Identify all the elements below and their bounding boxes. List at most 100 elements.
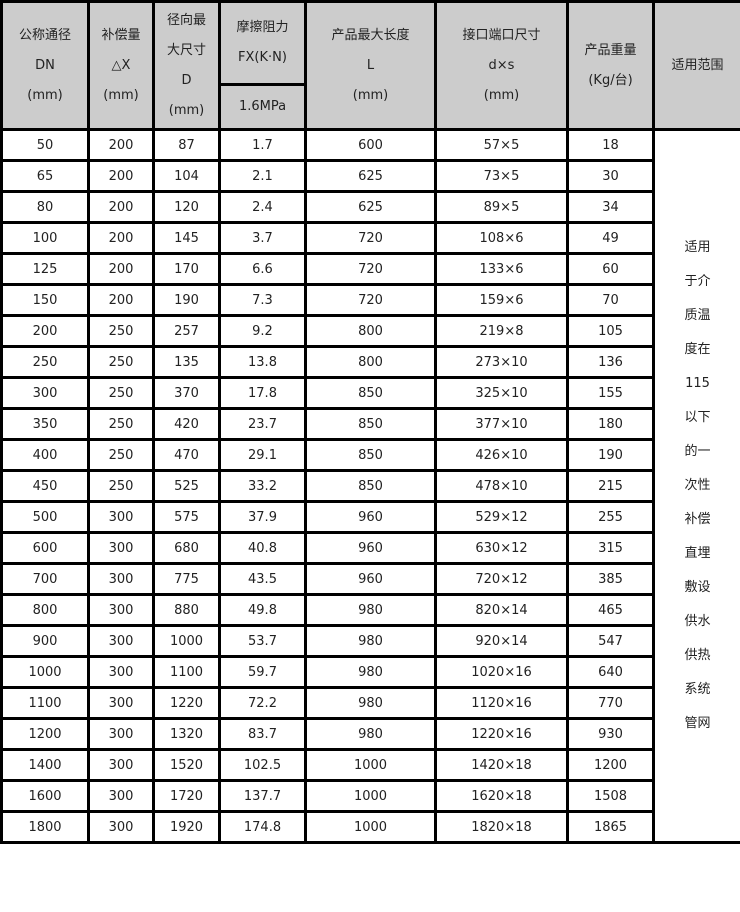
scope-line: 敷设 [684,580,711,595]
cell-friction: 9.2 [218,314,307,348]
cell-dn: 1800 [0,810,90,844]
cell-compensation: 300 [87,686,155,720]
cell-port-size: 57×5 [434,128,569,162]
cell-friction: 102.5 [218,748,307,782]
cell-weight: 1200 [566,748,655,782]
cell-compensation: 250 [87,376,155,410]
cell-dn: 300 [0,376,90,410]
header-compensation: 补偿量 △X (mm) [87,0,155,131]
cell-max-length: 980 [304,655,437,689]
cell-weight: 70 [566,283,655,317]
header-friction: 摩擦阻力 FX(K·N) [218,0,307,86]
cell-weight: 34 [566,190,655,224]
cell-dn: 150 [0,283,90,317]
cell-dn: 800 [0,593,90,627]
cell-dn: 100 [0,221,90,255]
table-row: 1200 300 1320 83.7 980 1220×16 930 [0,717,740,751]
header-max-length: 产品最大长度 L (mm) [304,0,437,131]
cell-dn: 250 [0,345,90,379]
cell-radial-size: 775 [152,562,221,596]
scope-line: 于介 [684,274,711,289]
cell-max-length: 850 [304,469,437,503]
table-row: 80 200 120 2.4 625 89×5 34 [0,190,740,224]
header-line: 摩擦阻力 [236,20,289,35]
cell-friction: 13.8 [218,345,307,379]
cell-dn: 125 [0,252,90,286]
cell-compensation: 250 [87,314,155,348]
cell-max-length: 980 [304,717,437,751]
cell-max-length: 850 [304,407,437,441]
cell-max-length: 980 [304,624,437,658]
cell-compensation: 200 [87,221,155,255]
header-line: DN [35,57,55,73]
scope-line: 次性 [684,478,711,493]
cell-radial-size: 1220 [152,686,221,720]
cell-dn: 700 [0,562,90,596]
cell-weight: 1865 [566,810,655,844]
header-line: (mm) [103,87,139,103]
cell-port-size: 159×6 [434,283,569,317]
cell-radial-size: 575 [152,500,221,534]
cell-weight: 180 [566,407,655,441]
cell-dn: 500 [0,500,90,534]
cell-max-length: 980 [304,686,437,720]
cell-port-size: 73×5 [434,159,569,193]
cell-compensation: 200 [87,252,155,286]
cell-port-size: 89×5 [434,190,569,224]
cell-dn: 50 [0,128,90,162]
header-line: FX(K·N) [238,50,287,65]
cell-compensation: 300 [87,531,155,565]
cell-weight: 49 [566,221,655,255]
cell-radial-size: 190 [152,283,221,317]
header-line: (mm) [168,102,205,118]
header-line: 补偿量 [101,27,141,43]
cell-max-length: 960 [304,531,437,565]
header-dn: 公称通径 DN (mm) [0,0,90,131]
cell-radial-size: 1720 [152,779,221,813]
cell-dn: 80 [0,190,90,224]
cell-port-size: 108×6 [434,221,569,255]
cell-dn: 600 [0,531,90,565]
cell-port-size: 219×8 [434,314,569,348]
cell-compensation: 300 [87,624,155,658]
cell-port-size: 1020×16 [434,655,569,689]
header-line: D [181,72,192,88]
table-row: 1600 300 1720 137.7 1000 1620×18 1508 [0,779,740,813]
cell-port-size: 273×10 [434,345,569,379]
header-line: (Kg/台) [588,72,633,88]
cell-friction: 53.7 [218,624,307,658]
header-line: 接口端口尺寸 [462,27,541,43]
cell-weight: 385 [566,562,655,596]
scope-line: 以下 [684,410,711,425]
header-line: L [366,57,375,73]
cell-compensation: 250 [87,407,155,441]
cell-port-size: 478×10 [434,469,569,503]
header-line: 径向最 [166,12,206,28]
table-row: 900 300 1000 53.7 980 920×14 547 [0,624,740,658]
table-row: 150 200 190 7.3 720 159×6 70 [0,283,740,317]
table-row: 400 250 470 29.1 850 426×10 190 [0,438,740,472]
cell-friction: 23.7 [218,407,307,441]
cell-compensation: 300 [87,562,155,596]
header-line: (mm) [27,87,63,103]
cell-compensation: 200 [87,128,155,162]
cell-friction: 83.7 [218,717,307,751]
cell-dn: 1000 [0,655,90,689]
cell-dn: 1200 [0,717,90,751]
cell-weight: 315 [566,531,655,565]
table-row: 125 200 170 6.6 720 133×6 60 [0,252,740,286]
table-row: 50 200 87 1.7 600 57×5 18 适用 于介 质温 度在 115 以下 的一 次性 补偿 直埋… [0,128,740,844]
cell-port-size: 133×6 [434,252,569,286]
cell-weight: 1508 [566,779,655,813]
cell-dn: 1100 [0,686,90,720]
cell-weight: 30 [566,159,655,193]
cell-friction: 72.2 [218,686,307,720]
table-row: 1000 300 1100 59.7 980 1020×16 640 [0,655,740,689]
header-radial-size: 径向最 大尺寸 D (mm) [152,0,221,131]
cell-dn: 1600 [0,779,90,813]
cell-max-length: 960 [304,500,437,534]
scope-line: 适用 [684,240,711,255]
table-row: 300 250 370 17.8 850 325×10 155 [0,376,740,410]
cell-radial-size: 257 [152,314,221,348]
cell-radial-size: 1920 [152,810,221,844]
